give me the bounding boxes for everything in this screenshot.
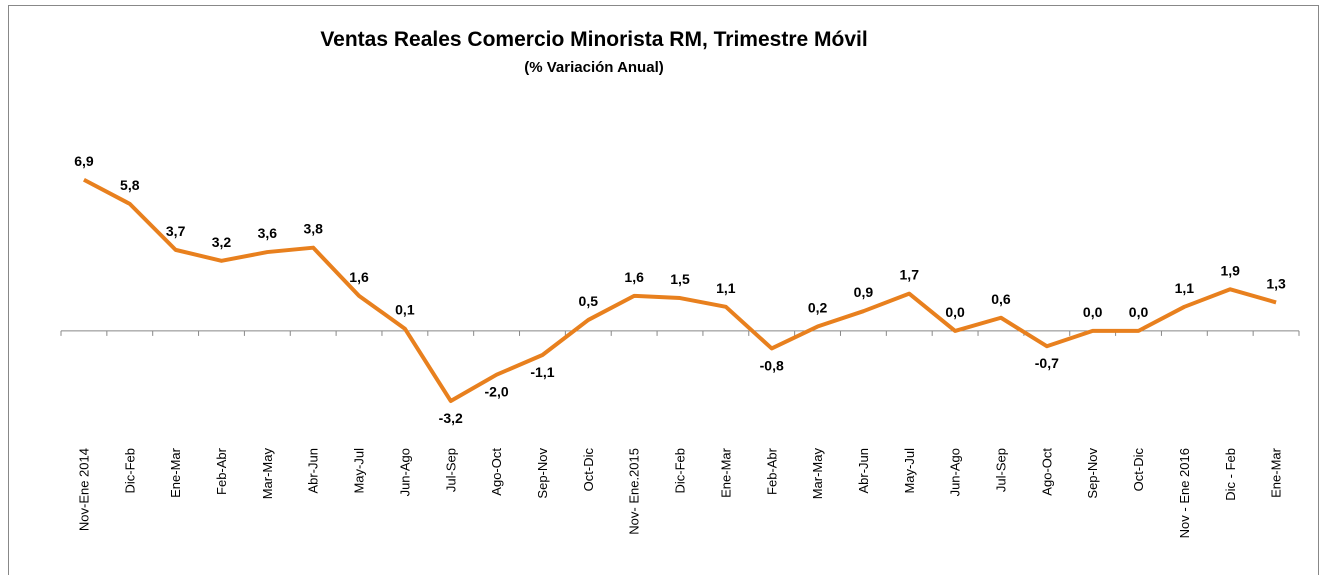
data-label: 1,1 [716, 280, 736, 296]
data-label: 1,5 [670, 271, 690, 287]
x-tick-label: Oct-Dic [1131, 448, 1146, 492]
data-line [82, 178, 1277, 403]
x-tick-label: Mar-May [810, 448, 825, 500]
x-tick-label: Nov-Ene 2014 [76, 448, 91, 531]
data-label: 0,0 [1129, 304, 1149, 320]
data-label: 0,1 [395, 302, 415, 318]
chart-subtitle: (% Variación Anual) [524, 59, 663, 76]
x-tick-label: Sep-Nov [535, 448, 550, 499]
data-label: 0,5 [579, 293, 599, 309]
x-tick-label: Jul-Sep [443, 448, 458, 492]
x-tick-label: Jun-Ago [397, 448, 412, 496]
data-label: 0,6 [991, 291, 1011, 307]
x-tick-label: Dic-Feb [122, 448, 137, 494]
x-tick-label: Sep-Nov [1085, 448, 1100, 499]
data-label: 6,9 [74, 153, 94, 169]
data-label: 1,6 [349, 269, 369, 285]
x-tick-label: Feb-Abr [214, 447, 229, 495]
data-label: -3,2 [439, 410, 463, 426]
x-tick-label: Nov - Ene 2016 [1177, 448, 1192, 538]
data-label: -0,8 [760, 357, 784, 373]
data-label: 3,8 [303, 221, 323, 237]
chart-frame [8, 5, 1319, 575]
x-tick-label: May-Jul [902, 448, 917, 494]
data-label: -2,0 [485, 384, 509, 400]
data-label: 3,2 [212, 234, 232, 250]
data-label: 0,2 [808, 300, 828, 316]
x-tick-label: Ene-Mar [718, 447, 733, 498]
data-label: 0,9 [854, 284, 874, 300]
x-tick-label: Oct-Dic [581, 448, 596, 492]
x-tick-label: Ene-Mar [168, 447, 183, 498]
x-tick-label: Mar-May [260, 448, 275, 500]
x-tick-label: Abr-Jun [306, 448, 321, 494]
data-label: 5,8 [120, 177, 140, 193]
x-tick-label: Dic-Feb [673, 448, 688, 494]
x-tick-label: Nov- Ene.2015 [627, 448, 642, 535]
data-label: -1,1 [530, 364, 554, 380]
data-label: 1,9 [1220, 262, 1240, 278]
x-tick-label: May-Jul [352, 448, 367, 494]
data-label: 0,0 [1083, 304, 1103, 320]
data-label: 1,7 [900, 267, 920, 283]
x-tick-label: Feb-Abr [764, 447, 779, 495]
x-tick-label: Ene-Mar [1269, 447, 1284, 498]
x-tick-label: Ago-Oct [1039, 448, 1054, 496]
x-tick-label: Jul-Sep [994, 448, 1009, 492]
data-label: 1,1 [1175, 280, 1195, 296]
data-label: 3,7 [166, 223, 186, 239]
data-label: -0,7 [1035, 355, 1059, 371]
data-label: 1,6 [624, 269, 644, 285]
data-label: 1,3 [1266, 275, 1286, 291]
data-label: 0,0 [945, 304, 965, 320]
x-tick-label: Ago-Oct [489, 448, 504, 496]
x-tick-label: Dic - Feb [1223, 448, 1238, 501]
x-tick-label: Abr-Jun [856, 448, 871, 494]
chart-title: Ventas Reales Comercio Minorista RM, Tri… [320, 28, 867, 51]
data-label: 3,6 [258, 225, 278, 241]
x-tick-label: Jun-Ago [948, 448, 963, 496]
